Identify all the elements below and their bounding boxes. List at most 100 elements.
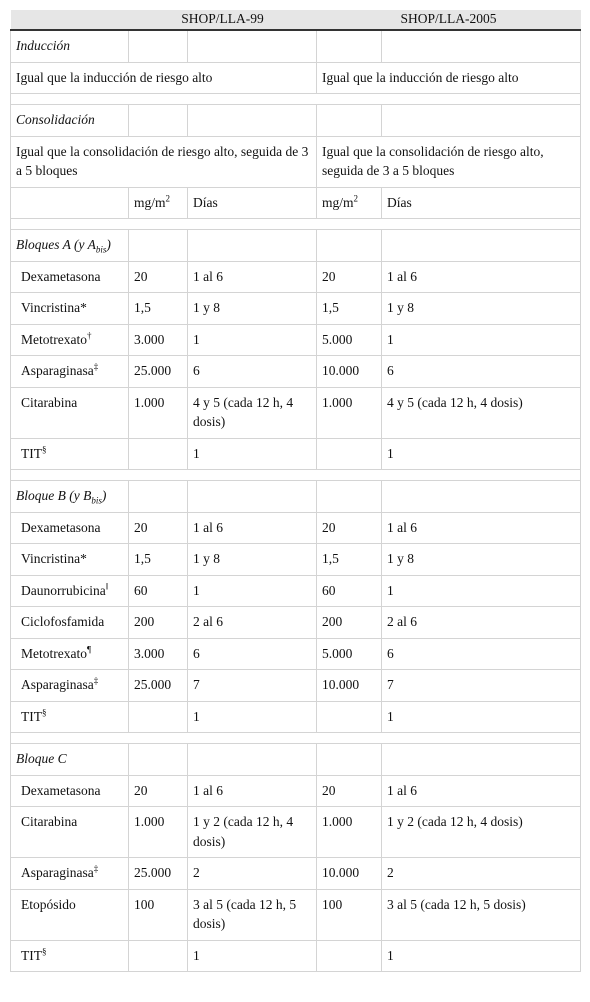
- table-cell: [316, 29, 383, 63]
- header-cell: SHOP/LLA-99: [128, 10, 317, 31]
- cell-text: 25.000: [134, 363, 172, 378]
- cell-text: Asparaginasa: [21, 865, 94, 880]
- table-cell: 1 y 8: [381, 292, 582, 325]
- table-cell: [10, 186, 129, 219]
- table-cell: Citarabina: [10, 386, 129, 439]
- cell-text: Bloque C: [16, 751, 67, 766]
- table-cell: [316, 104, 383, 137]
- superscript: §: [42, 444, 47, 454]
- table-cell: Metotrexato†: [10, 323, 129, 356]
- table-cell: Vincristina*: [10, 543, 129, 576]
- table-cell: Asparaginasa‡: [10, 355, 129, 388]
- superscript: ¶: [86, 644, 92, 654]
- drug-row: Asparaginasa‡ 25.000 2 10.000 2: [10, 857, 582, 890]
- table-cell: 1 al 6: [186, 260, 318, 293]
- cell-text: Consolidación: [16, 112, 95, 127]
- table-cell: [186, 229, 318, 262]
- cell-text: 20: [134, 268, 148, 284]
- table-cell: 6: [381, 637, 582, 670]
- cell-text: ): [101, 488, 107, 503]
- cell-text: 1,5: [134, 300, 151, 315]
- section-title-row: Bloque C: [10, 743, 582, 776]
- table-cell: 100: [128, 888, 188, 941]
- cell-text: 100: [134, 896, 155, 912]
- table-cell: [9, 93, 582, 105]
- table-cell: [316, 700, 383, 733]
- cell-text: 20: [134, 782, 148, 798]
- table-cell: Igual que la consolidación de riesgo alt…: [316, 135, 582, 188]
- cell-text: 1: [193, 708, 200, 724]
- cell-text: 3 al 5 (cada 12 h, 5 dosis): [387, 896, 526, 912]
- cell-text: 1 y 2 (cada 12 h, 4 dosis): [193, 814, 294, 849]
- table-cell: 200: [316, 606, 383, 639]
- table-cell: 1 y 2 (cada 12 h, 4 dosis): [186, 806, 318, 858]
- table-cell: 4 y 5 (cada 12 h, 4 dosis): [381, 386, 582, 439]
- table-cell: TIT§: [10, 939, 129, 972]
- table-cell: 5.000: [316, 323, 383, 356]
- cell-text: 4 y 5 (cada 12 h, 4 dosis): [387, 394, 523, 410]
- superscript: ‖: [105, 581, 109, 591]
- table-cell: mg/m2: [128, 186, 188, 219]
- superscript: ‡: [93, 361, 99, 372]
- cell-text: Daunorrubicina: [21, 582, 106, 598]
- drug-row: Dexametasona 20 1 al 6 20 1 al 6: [10, 511, 582, 544]
- table-cell: 7: [186, 669, 318, 702]
- superscript: §: [42, 946, 47, 956]
- table-cell: 1,5: [316, 292, 383, 325]
- table-cell: 1,5: [128, 292, 188, 325]
- cell-text: 1,5: [322, 551, 339, 566]
- table-cell: 20: [316, 260, 383, 293]
- cell-text: Días: [387, 194, 412, 210]
- table-cell: mg/m2: [316, 186, 383, 219]
- cell-text: 60: [322, 582, 336, 598]
- cell-text: mg/m: [134, 194, 166, 210]
- cell-text: 20: [322, 268, 336, 284]
- table-cell: 2 al 6: [381, 606, 582, 639]
- cell-text: 6: [387, 645, 394, 661]
- table-cell: 1: [186, 437, 318, 470]
- cell-text: 1 y 8: [193, 551, 220, 566]
- cell-text: 1 al 6: [193, 268, 223, 284]
- cell-text: 60: [134, 582, 148, 598]
- cell-text: 1.000: [322, 394, 353, 410]
- cell-text: Dexametasona: [21, 268, 101, 284]
- table-cell: 2: [186, 857, 318, 890]
- drug-row: Asparaginasa‡ 25.000 6 10.000 6: [10, 355, 582, 388]
- table-cell: 20: [316, 511, 383, 544]
- table-cell: Igual que la inducción de riesgo alto: [316, 61, 582, 94]
- spacer-row: [9, 732, 582, 744]
- table-cell: [128, 104, 188, 137]
- cell-text: Bloque B (y B: [16, 488, 92, 503]
- cell-text: 1 al 6: [193, 782, 223, 798]
- table-cell: Etopósido: [10, 888, 129, 941]
- cell-text: Igual que la inducción de riesgo alto: [16, 69, 213, 85]
- table-cell: 25.000: [128, 355, 188, 388]
- table-cell: 10.000: [316, 857, 383, 890]
- section-title-row: Bloque B (y Bbis): [10, 480, 582, 513]
- table-cell: 20: [128, 260, 188, 293]
- table-cell: 4 y 5 (cada 12 h, 4 dosis): [186, 386, 318, 439]
- cell-text: Vincristina*: [21, 551, 87, 566]
- drug-row: Vincristina* 1,5 1 y 8 1,5 1 y 8: [10, 292, 582, 325]
- cell-text: Ciclofosfamida: [21, 614, 105, 629]
- note-row: Igual que la consolidación de riesgo alt…: [9, 135, 582, 188]
- cell-text: 1: [193, 582, 200, 598]
- cell-text: 5.000: [322, 645, 353, 661]
- cell-text: Bloques A (y A: [16, 237, 96, 252]
- drug-row: TIT§ 1 1: [10, 939, 582, 972]
- protocol-table: SHOP/LLA-99 SHOP/LLA-2005 Inducción Igual…: [9, 10, 582, 972]
- drug-row: Vincristina* 1,5 1 y 8 1,5 1 y 8: [10, 543, 582, 576]
- drug-row: Metotrexato¶ 3.000 6 5.000 6: [10, 637, 582, 670]
- table-cell: Asparaginasa‡: [10, 669, 129, 702]
- table-cell: [381, 229, 582, 262]
- cell-text: 6: [193, 363, 200, 378]
- cell-text: 25.000: [134, 677, 172, 692]
- table-cell: 6: [186, 355, 318, 388]
- cell-text: Citarabina: [21, 814, 78, 829]
- table-cell: [9, 218, 582, 230]
- table-cell: [316, 229, 383, 262]
- cell-text: 3.000: [134, 331, 165, 347]
- header-cell: SHOP/LLA-2005: [316, 10, 581, 31]
- table-cell: 1 al 6: [381, 260, 582, 293]
